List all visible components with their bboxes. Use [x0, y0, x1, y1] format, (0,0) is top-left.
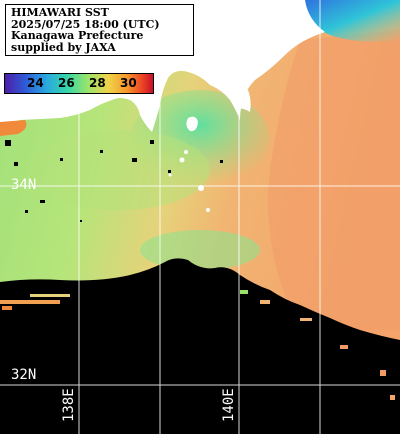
- cloud-edge-pixels: [0, 290, 395, 400]
- info-timestamp: 2025/07/25 18:00 (UTC): [11, 17, 160, 31]
- land-kanto: [0, 0, 325, 132]
- warm-patch-west: [0, 120, 27, 136]
- island-2: [184, 150, 188, 154]
- lon-label-140e: 140E: [221, 388, 237, 422]
- coastal-cool-water: [30, 130, 210, 210]
- izu-cool-water: [140, 230, 260, 270]
- lon-label-138e: 138E: [61, 388, 77, 422]
- map-info-box: HIMAWARI SST 2025/07/25 18:00 (UTC) Kana…: [5, 4, 194, 56]
- info-title: HIMAWARI SST: [11, 6, 109, 19]
- colorbar-tick-24: 24: [27, 76, 44, 90]
- oshima-island: [186, 116, 198, 132]
- island-5: [168, 173, 172, 177]
- colorbar-tick-28: 28: [89, 76, 106, 90]
- island-1: [179, 157, 185, 163]
- colorbar-tick-26: 26: [58, 76, 75, 90]
- lat-label-34n: 34N: [11, 177, 37, 193]
- colorbar-tick-30: 30: [120, 76, 137, 90]
- island-4: [206, 208, 210, 212]
- cold-water-north-east: [300, 0, 400, 42]
- sst-colorbar: 24 26 28 30: [4, 73, 154, 94]
- missing-data-specks: [5, 140, 223, 222]
- no-data-cloud-region: [0, 258, 400, 434]
- info-credit: supplied by JAXA: [11, 40, 116, 54]
- warm-offshore-water: [268, 30, 400, 330]
- land-boso: [230, 90, 251, 112]
- lat-label-32n: 32N: [11, 367, 37, 383]
- info-region: Kanagawa Prefecture: [11, 29, 144, 42]
